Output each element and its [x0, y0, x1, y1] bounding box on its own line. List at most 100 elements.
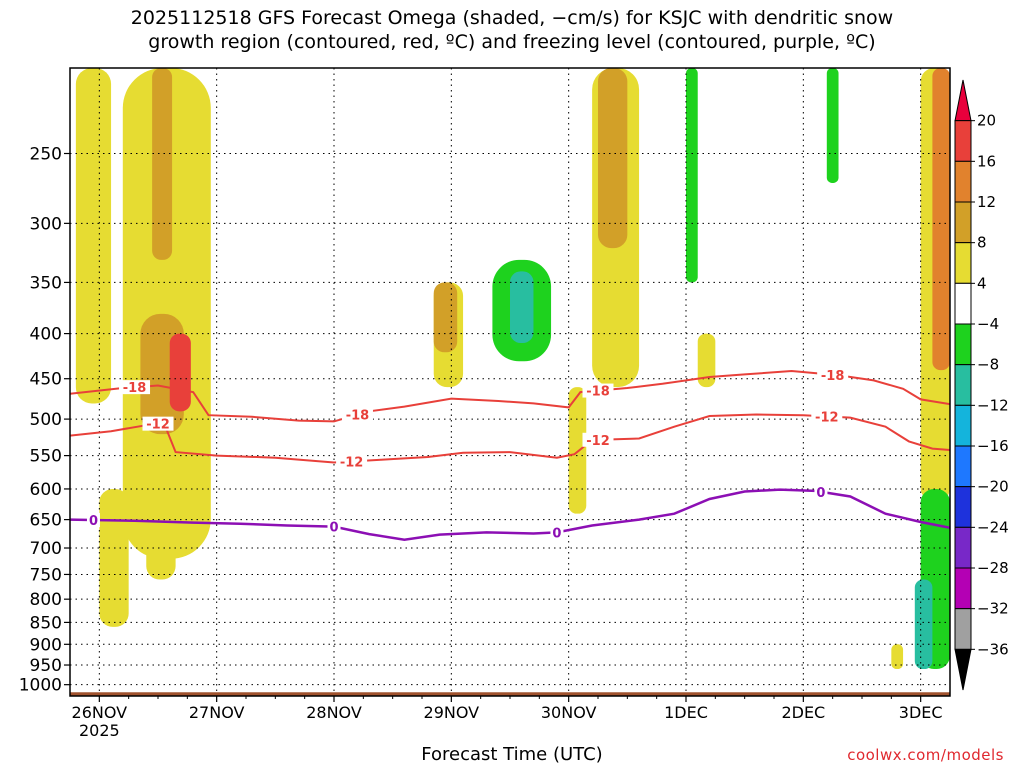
- omega-region-20: [932, 68, 950, 371]
- colorbar-label-2: 12: [977, 193, 996, 211]
- contour-label-bg-0-3: [817, 367, 849, 382]
- colorbar-segment-8: [954, 404, 972, 447]
- colorbar-segment-4: [954, 242, 972, 284]
- contour-label-0-1: -18: [346, 409, 370, 424]
- x-axis-title: Forecast Time (UTC): [421, 744, 603, 765]
- colorbar-label-6: −8: [977, 356, 999, 374]
- contour-label-bg-0-1: [341, 407, 373, 422]
- colorbar-segment-11: [954, 526, 972, 569]
- xtick-year-label: 2025: [79, 721, 120, 740]
- contour-label-bg-0-2: [582, 383, 614, 398]
- ytick-label-350: 350: [30, 273, 62, 293]
- omega-region-3: [146, 488, 176, 580]
- omega-region-18: [510, 271, 534, 344]
- ytick-label-900: 900: [30, 635, 62, 655]
- colorbar-segment-9: [954, 445, 972, 488]
- colorbar-segment-5: [954, 282, 972, 325]
- colorbar-legend: 20 16 12 8 4 −4 −8 −12 −16 −20 −24 −28 −32 −36: [954, 79, 1009, 691]
- time-axis: 26NOV 27NOV 28NOV 29NOV 30NOV 1DEC 2DEC 3DEC 202…: [72, 696, 943, 740]
- ground-surface: [70, 692, 950, 696]
- contour-label-bg-0-0: [119, 380, 151, 395]
- colorbar-segment-7: [954, 364, 972, 406]
- ytick-label-500: 500: [30, 410, 62, 430]
- contour-label-0-0: -18: [123, 381, 147, 396]
- contour-label-bg-2-2: [550, 525, 564, 540]
- contour-label-bg-1-3: [811, 409, 843, 424]
- omega-region-1: [75, 68, 112, 404]
- contour-label-2-3: 0: [816, 486, 825, 501]
- contour-label-1-1: -12: [340, 455, 364, 470]
- ytick-label-750: 750: [30, 565, 62, 585]
- xtick-label-27NOV: 27NOV: [189, 703, 245, 722]
- omega-region-11: [686, 68, 698, 283]
- contour-label-0-3: -18: [821, 369, 845, 384]
- ytick-label-600: 600: [30, 480, 62, 500]
- contour-label-1-3: -12: [815, 410, 839, 425]
- ytick-label-700: 700: [30, 539, 62, 559]
- gridlines: [70, 68, 950, 696]
- colorbar-label-10: −24: [977, 518, 1009, 536]
- colorbar-label-9: −20: [977, 478, 1009, 496]
- colorbar-segment-13: [954, 608, 972, 650]
- colorbar-segment-12: [954, 567, 972, 610]
- contour-label-bg-1-0: [142, 416, 174, 431]
- colorbar-label-0: 20: [977, 112, 996, 130]
- colorbar-label-3: 8: [977, 234, 987, 252]
- xtick-label-2DEC: 2DEC: [781, 703, 825, 722]
- contour-label-bg-2-3: [814, 484, 828, 499]
- chart-title-line-1: 2025112518 GFS Forecast Omega (shaded, −…: [130, 7, 894, 29]
- omega-region-0: [122, 68, 211, 559]
- ytick-label-450: 450: [30, 370, 62, 390]
- omega-region-16: [433, 282, 458, 353]
- colorbar-segment-6: [954, 323, 972, 366]
- omega-region-21: [169, 333, 191, 412]
- xtick-label-3DEC: 3DEC: [899, 703, 943, 722]
- omega-shading: [75, 68, 950, 670]
- colorbar-label-4: 4: [977, 274, 987, 292]
- omega-region-12: [826, 68, 839, 183]
- contour-label-bg-1-2: [582, 432, 614, 447]
- contour-line-1: [70, 413, 950, 464]
- contour-lines: -18 -18 -18 -18 -12 -12 -12 -12 0 0 0 0: [70, 367, 950, 541]
- colorbar-top-arrow: [954, 79, 972, 122]
- colorbar-segment-3: [954, 201, 972, 244]
- omega-region-6: [568, 387, 587, 514]
- xtick-label-29NOV: 29NOV: [424, 703, 480, 722]
- contour-label-1-2: -12: [586, 434, 610, 449]
- contour-label-bg-2-1: [327, 519, 341, 534]
- colorbar-label-11: −28: [977, 559, 1009, 577]
- ground-fill: [70, 692, 950, 696]
- colorbar-label-8: −16: [977, 437, 1009, 455]
- xtick-label-1DEC: 1DEC: [664, 703, 708, 722]
- ytick-label-300: 300: [30, 214, 62, 234]
- ytick-label-250: 250: [30, 144, 62, 164]
- credit-text: coolwx.com/models: [847, 746, 1004, 764]
- contour-label-0-2: -18: [586, 385, 610, 400]
- contour-label-bg-1-1: [336, 454, 368, 469]
- omega-region-7: [697, 333, 716, 388]
- ytick-label-550: 550: [30, 447, 62, 467]
- omega-region-9: [891, 644, 904, 670]
- colorbar-segment-2: [954, 160, 972, 203]
- omega-region-2: [99, 488, 129, 627]
- ytick-label-650: 650: [30, 511, 62, 531]
- colorbar-label-7: −12: [977, 396, 1009, 414]
- omega-region-19: [914, 579, 933, 670]
- ytick-label-950: 950: [30, 656, 62, 676]
- xtick-label-30NOV: 30NOV: [541, 703, 597, 722]
- contour-label-2-0: 0: [89, 514, 98, 529]
- colorbar-label-12: −32: [977, 600, 1009, 618]
- omega-region-15: [152, 68, 173, 260]
- xtick-label-26NOV: 26NOV: [72, 703, 128, 722]
- pressure-axis: 2503003504004505005506006507007508008509…: [19, 144, 70, 696]
- chart-title-line-2: growth region (contoured, red, ºC) and f…: [148, 31, 876, 53]
- omega-region-17: [598, 68, 628, 249]
- contour-label-2-2: 0: [552, 526, 561, 541]
- colorbar-label-1: 16: [977, 152, 996, 170]
- ytick-label-800: 800: [30, 590, 62, 610]
- xtick-label-28NOV: 28NOV: [306, 703, 362, 722]
- contour-label-2-1: 0: [329, 521, 338, 536]
- colorbar-segment-1: [954, 120, 972, 162]
- ytick-label-400: 400: [30, 325, 62, 345]
